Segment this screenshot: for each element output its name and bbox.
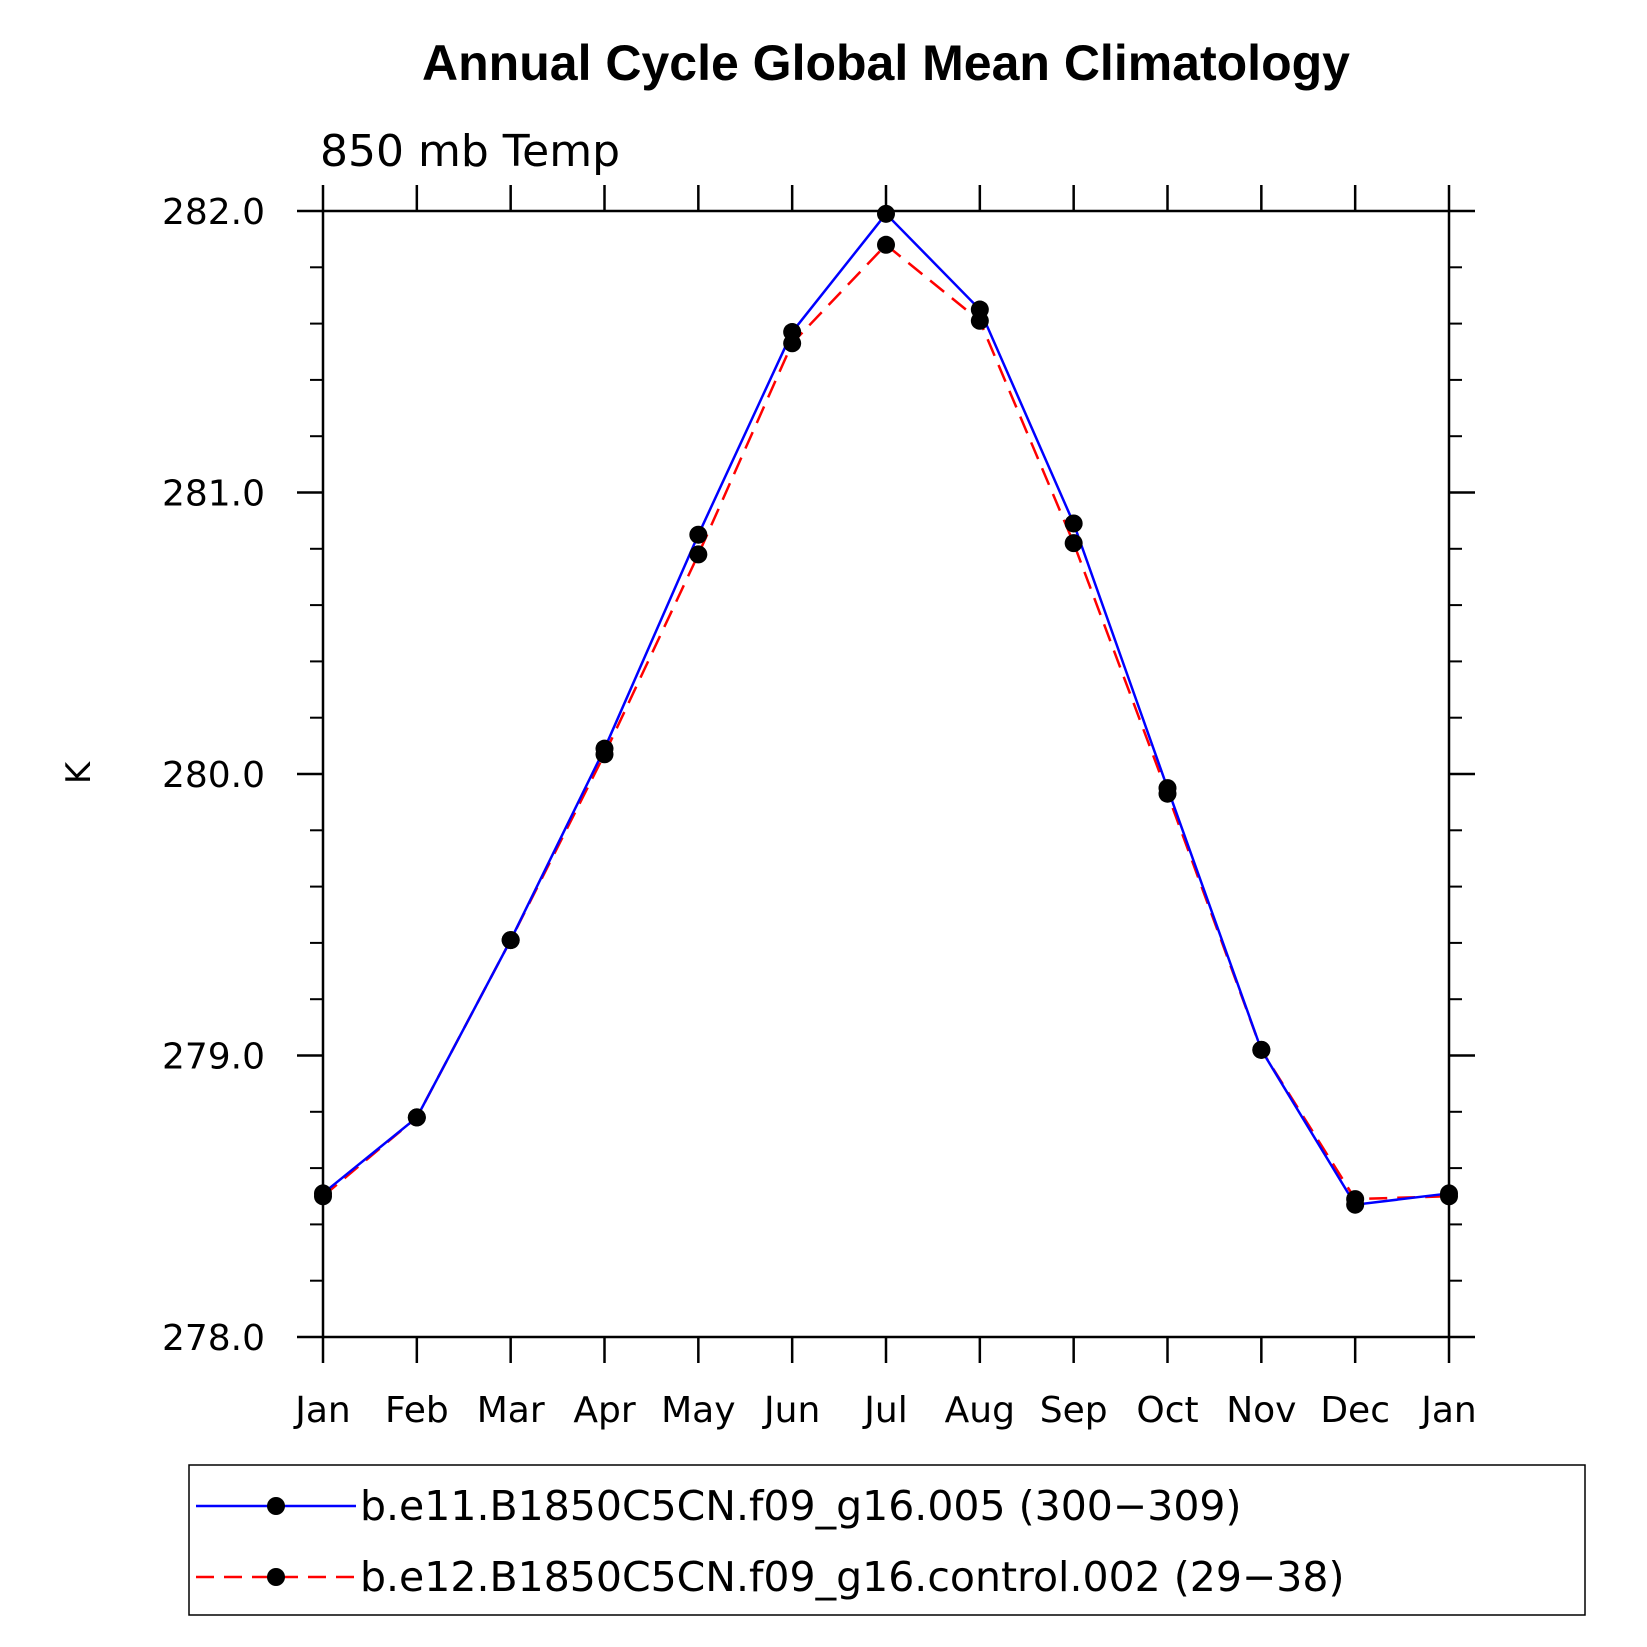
series-lines: [314, 204, 1458, 1214]
legend-label-series-1: b.e11.B1850C5CN.f09_g16.005 (300−309): [360, 1482, 1241, 1530]
y-tick-label: 281.0: [162, 474, 265, 515]
data-point-series-1: [689, 525, 708, 544]
plot-frame: [321, 209, 1451, 1339]
data-point-series-2: [877, 235, 895, 254]
data-point-series-2: [970, 311, 989, 330]
x-tick-label: Jan: [293, 1390, 351, 1431]
x-tick-label: Oct: [1136, 1390, 1198, 1431]
data-point-series-2: [1252, 1040, 1271, 1059]
y-tick-label: 278.0: [162, 1318, 265, 1359]
data-point-series-2: [501, 931, 520, 950]
data-point-series-2: [1440, 1187, 1458, 1206]
x-tick-label: Sep: [1040, 1390, 1108, 1431]
series-line-1: [322, 211, 1450, 1207]
data-point-series-2: [1346, 1190, 1365, 1209]
legend-marker-series-1: [267, 1497, 285, 1515]
x-tick-label: Dec: [1320, 1390, 1390, 1431]
data-point-series-2: [1158, 784, 1177, 803]
data-point-series-2: [1064, 534, 1083, 553]
data-point-series-2: [689, 545, 708, 564]
legend-box: [188, 1464, 1586, 1616]
x-tick-label: Mar: [477, 1390, 545, 1431]
axes: Jan Feb Mar Apr May Jun Jul Aug Sep Oct Nov Dec Jan 2…: [162, 185, 1477, 1431]
data-point-series-2: [595, 745, 614, 764]
data-point-series-2: [783, 334, 802, 353]
x-tick-label: Feb: [385, 1390, 449, 1431]
data-point-series-2: [407, 1108, 426, 1127]
x-tick-label: Jan: [1419, 1390, 1477, 1431]
legend: b.e11.B1850C5CN.f09_g16.005 (300−309) b.…: [188, 1464, 1586, 1616]
y-tick-label: 282.0: [162, 192, 265, 233]
x-tick-label: Jun: [762, 1390, 820, 1431]
chart-subtitle: 850 mb Temp: [320, 126, 620, 177]
data-point-series-2: [314, 1187, 332, 1206]
x-tick-label: Jul: [862, 1390, 907, 1431]
legend-label-series-2: b.e12.B1850C5CN.f09_g16.control.002 (29−…: [360, 1553, 1344, 1601]
chart-title: Annual Cycle Global Mean Climatology: [422, 35, 1350, 91]
data-point-series-1: [1064, 514, 1083, 533]
y-tick-label: 280.0: [162, 755, 265, 796]
x-tick-label: Aug: [945, 1390, 1015, 1431]
series-line-2: [322, 243, 1450, 1201]
x-tick-label: May: [661, 1390, 735, 1431]
x-tick-label: Nov: [1226, 1390, 1296, 1431]
x-tick-label: Apr: [573, 1390, 635, 1431]
data-point-series-1: [877, 204, 895, 223]
y-axis-label: K: [59, 760, 99, 784]
y-tick-label: 279.0: [162, 1037, 265, 1078]
legend-marker-series-2: [267, 1568, 285, 1586]
